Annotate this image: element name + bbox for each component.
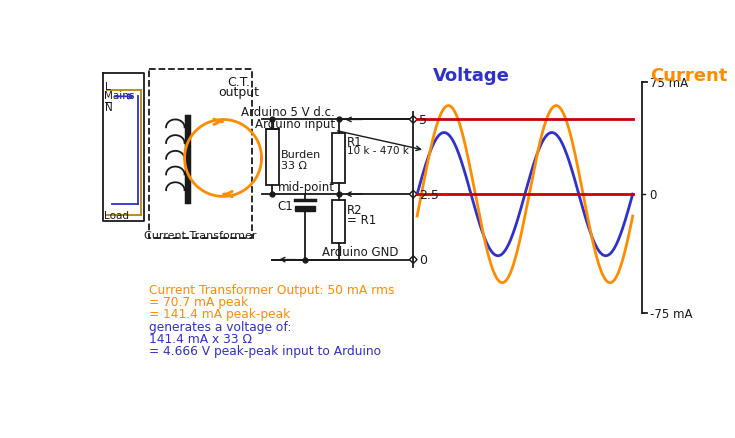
Text: 0: 0 — [419, 254, 426, 266]
Text: L: L — [105, 82, 111, 92]
Text: 141.4 mA x 33 Ω: 141.4 mA x 33 Ω — [149, 332, 252, 345]
Bar — [295, 207, 315, 212]
Text: Arduino GND: Arduino GND — [322, 245, 398, 258]
Text: Mains: Mains — [104, 91, 135, 101]
Text: = 4.666 V peak-peak input to Arduino: = 4.666 V peak-peak input to Arduino — [149, 345, 381, 357]
Text: C1: C1 — [277, 200, 293, 213]
Text: output: output — [218, 85, 259, 99]
Text: 2.5: 2.5 — [419, 188, 439, 201]
Bar — [266, 129, 279, 185]
Text: Current: Current — [650, 67, 727, 85]
Text: generates a voltage of:: generates a voltage of: — [149, 320, 292, 333]
Text: Voltage: Voltage — [433, 67, 509, 85]
Text: = R1: = R1 — [347, 214, 376, 227]
Text: C.T.: C.T. — [227, 76, 250, 88]
Bar — [332, 201, 345, 243]
Text: N: N — [105, 102, 113, 113]
Text: 75 mA: 75 mA — [650, 77, 688, 90]
Text: mid-point: mid-point — [278, 180, 334, 193]
Text: -75 mA: -75 mA — [650, 307, 692, 320]
Text: Burden
33 Ω: Burden 33 Ω — [281, 149, 321, 171]
Text: R2: R2 — [347, 203, 362, 216]
Text: Arduino 5 V d.c.: Arduino 5 V d.c. — [241, 106, 334, 119]
Text: Arduino input: Arduino input — [254, 118, 334, 131]
Text: Load: Load — [104, 210, 129, 220]
Text: = 141.4 mA peak-peak: = 141.4 mA peak-peak — [149, 307, 290, 321]
Bar — [332, 133, 345, 183]
Text: Current Transformer Output: 50 mA rms: Current Transformer Output: 50 mA rms — [149, 283, 395, 296]
Text: = 70.7 mA peak: = 70.7 mA peak — [149, 295, 248, 308]
Text: R1: R1 — [347, 135, 362, 148]
Text: 0: 0 — [650, 188, 657, 201]
Text: 5: 5 — [419, 114, 426, 127]
Text: 10 k - 470 k: 10 k - 470 k — [347, 145, 409, 155]
Text: Current Transformer: Current Transformer — [144, 231, 257, 241]
